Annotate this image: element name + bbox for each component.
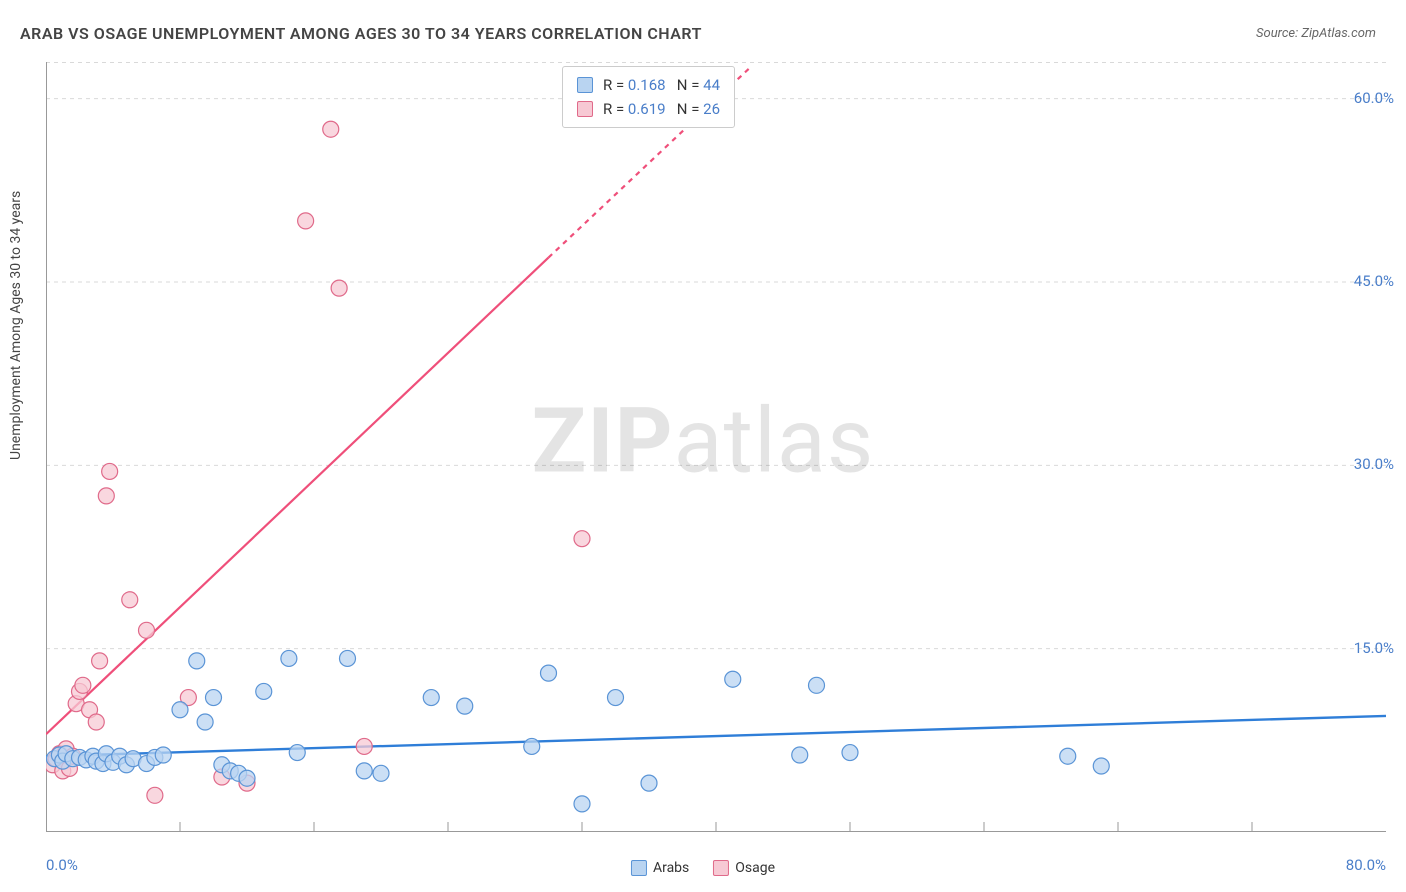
swatch-icon [713, 860, 729, 876]
swatch-icon [577, 77, 593, 93]
stats-text: R = 0.619 N = 26 [603, 97, 720, 121]
stats-row-arabs: R = 0.168 N = 44 [577, 73, 720, 97]
swatch-icon [577, 101, 593, 117]
stats-row-osage: R = 0.619 N = 26 [577, 97, 720, 121]
y-axis-tick-label: 15.0% [1354, 639, 1394, 657]
y-axis-tick-label: 30.0% [1354, 455, 1394, 473]
swatch-icon [631, 860, 647, 876]
legend-item: Osage [713, 860, 775, 876]
chart-title: ARAB VS OSAGE UNEMPLOYMENT AMONG AGES 30… [20, 24, 702, 43]
stats-legend-box: R = 0.168 N = 44R = 0.619 N = 26 [562, 66, 735, 128]
y-axis-label: Unemployment Among Ages 30 to 34 years [8, 191, 24, 460]
y-axis-tick-label: 60.0% [1354, 89, 1394, 107]
x-axis-max-label: 80.0% [1346, 856, 1386, 874]
x-axis-min-label: 0.0% [46, 856, 78, 874]
stats-text: R = 0.168 N = 44 [603, 73, 720, 97]
legend-item: Arabs [631, 860, 689, 876]
y-axis-tick-label: 45.0% [1354, 272, 1394, 290]
source-credit: Source: ZipAtlas.com [1256, 26, 1376, 41]
legend-bottom: Arabs Osage [631, 860, 775, 876]
correlation-scatter-chart [46, 62, 1386, 832]
